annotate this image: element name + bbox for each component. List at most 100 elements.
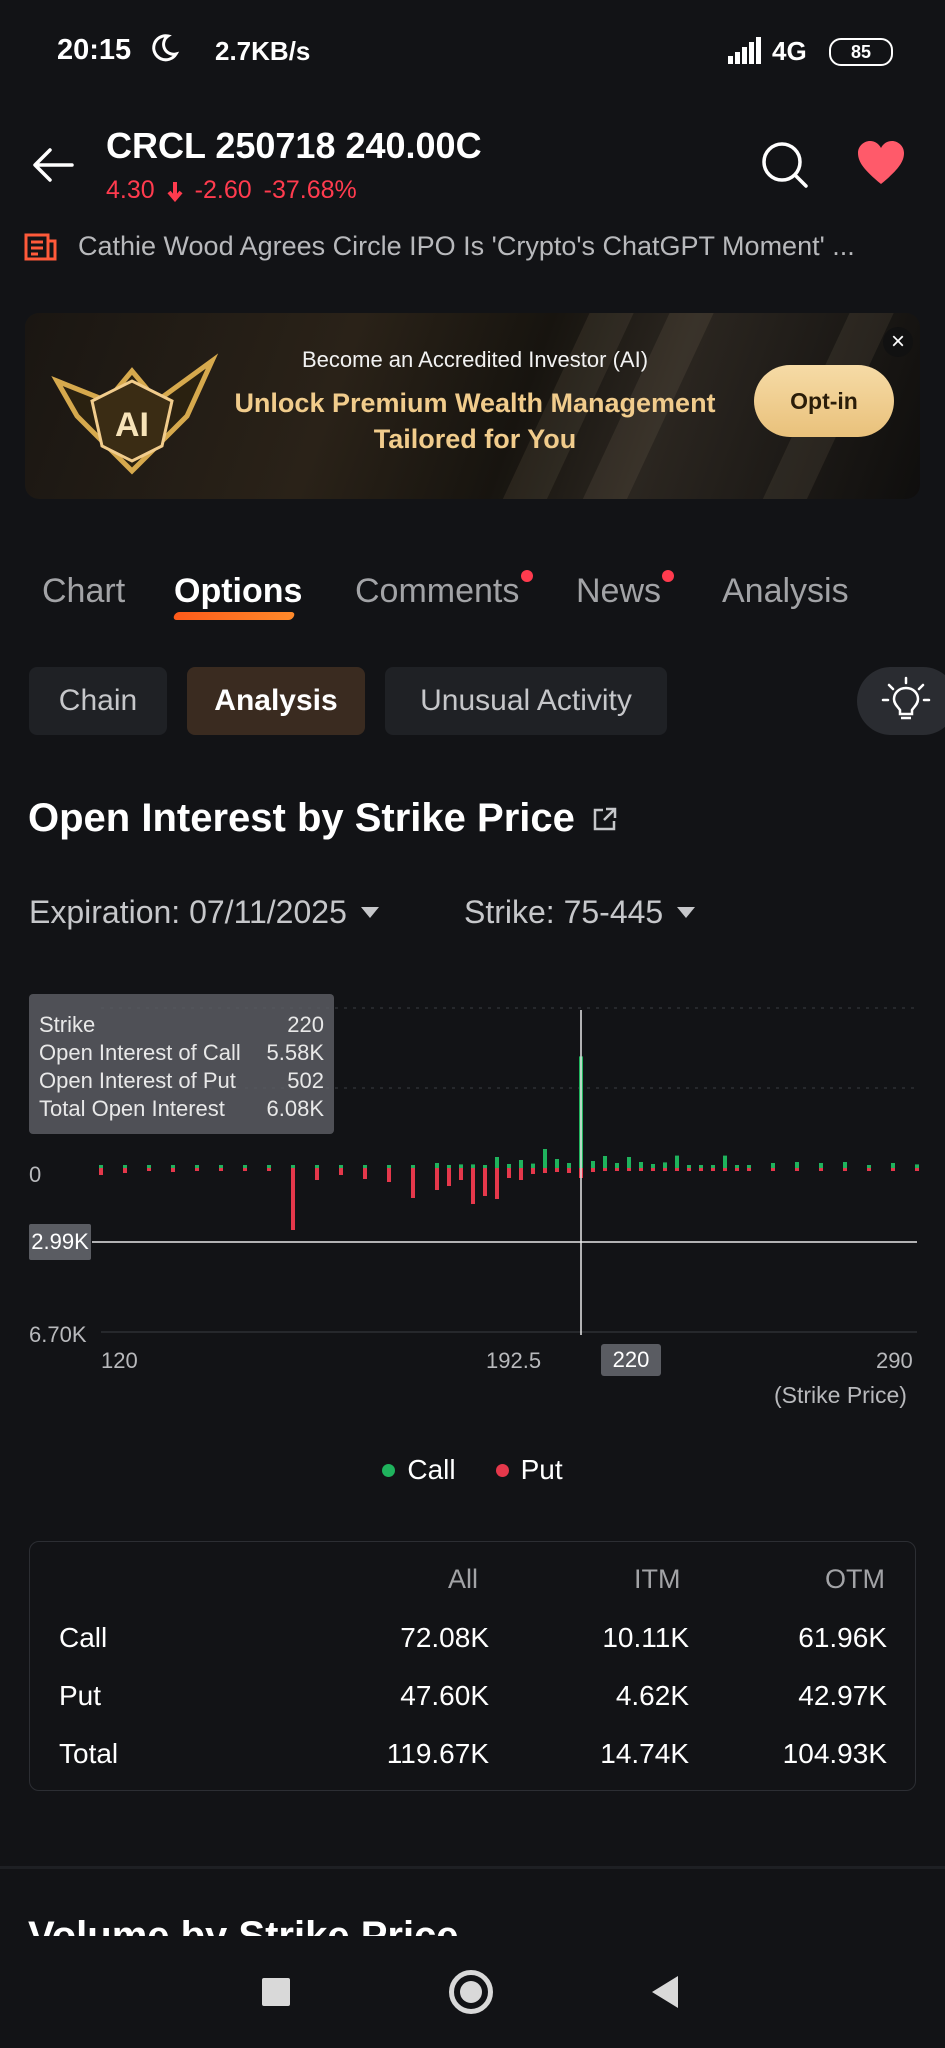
call-bar <box>123 1165 127 1168</box>
call-bar <box>735 1165 739 1168</box>
put-bar <box>195 1168 199 1171</box>
put-bar <box>891 1168 895 1171</box>
call-bar <box>915 1164 919 1168</box>
chart-tooltip: Strike 220 Open Interest of Call 5.58K Ope… <box>29 994 334 1134</box>
notification-dot <box>662 570 674 582</box>
call-bar <box>651 1164 655 1168</box>
share-icon[interactable] <box>591 805 619 833</box>
put-bar <box>915 1168 919 1171</box>
news-ticker-text: Cathie Wood Agrees Circle IPO Is 'Crypto… <box>78 230 855 261</box>
subtab-analysis[interactable]: Analysis <box>187 667 365 735</box>
network-type: 4G <box>772 36 807 66</box>
call-bar <box>747 1165 751 1168</box>
put-bar <box>771 1168 775 1171</box>
table-header-itm: ITM <box>634 1564 681 1594</box>
notification-dot <box>521 570 533 582</box>
expiration-dropdown[interactable]: Expiration: 07/11/2025 <box>29 894 379 931</box>
call-bar <box>219 1165 223 1168</box>
banner-line1: Become an Accredited Investor (AI) <box>301 347 649 372</box>
call-bar <box>819 1163 823 1168</box>
table-header-otm: OTM <box>825 1564 885 1594</box>
open-interest-chart[interactable] <box>0 990 945 1430</box>
tooltip-row: Total Open Interest 6.08K <box>39 1096 324 1122</box>
call-bar <box>339 1165 343 1168</box>
tab-comments[interactable]: Comments <box>355 570 533 611</box>
banner-headline: Unlock Premium Wealth Management Tailore… <box>225 385 725 457</box>
opt-in-button[interactable]: Opt-in <box>754 365 894 437</box>
ai-badge-logo: AI <box>51 353 219 475</box>
call-bar <box>267 1165 271 1168</box>
section-title: Open Interest by Strike Price <box>28 796 619 841</box>
put-bar <box>591 1168 595 1172</box>
price-change-pct: -37.68% <box>263 176 357 204</box>
battery-indicator: 85 <box>829 38 893 66</box>
call-bar <box>483 1165 487 1168</box>
search-icon[interactable] <box>758 138 812 192</box>
y-tick-label: 6.70K <box>29 1322 87 1347</box>
crosshair-x-label: 220 <box>601 1344 661 1376</box>
call-bar <box>699 1165 703 1168</box>
recent-apps-button[interactable] <box>262 1978 290 2006</box>
row-label: Call <box>59 1622 108 1653</box>
cell-all: 119.67K <box>386 1738 489 1769</box>
put-bar <box>555 1168 559 1172</box>
row-label: Put <box>59 1680 102 1711</box>
call-bar <box>531 1163 535 1168</box>
home-button[interactable] <box>449 1970 493 2014</box>
put-bar <box>267 1168 271 1171</box>
back-button[interactable] <box>652 1976 678 2008</box>
put-bar <box>171 1168 175 1172</box>
subtab-chain[interactable]: Chain <box>29 667 167 735</box>
back-arrow-icon[interactable] <box>28 140 78 190</box>
contract-title: CRCL 250718 240.00C <box>106 125 482 166</box>
tab-chart[interactable]: Chart <box>42 572 125 611</box>
tooltip-value: 502 <box>287 1068 324 1093</box>
put-bar <box>243 1168 247 1171</box>
call-bar <box>171 1165 175 1168</box>
news-ticker[interactable]: Cathie Wood Agrees Circle IPO Is 'Crypto… <box>24 226 924 266</box>
tooltip-row: Strike 220 <box>39 1012 324 1038</box>
insight-button[interactable] <box>857 667 945 735</box>
call-bar <box>687 1165 691 1168</box>
subtab-unusual-activity[interactable]: Unusual Activity <box>385 667 667 735</box>
call-bar <box>387 1165 391 1168</box>
legend-item-call[interactable]: Call <box>382 1450 456 1490</box>
main-tabs: Chart Options Comments News Analysis <box>0 570 945 632</box>
put-bar <box>435 1168 439 1190</box>
x-tick-label: 192.5 <box>486 1348 542 1373</box>
status-bar: 20:15 2.7KB/s 4G 85 <box>0 0 945 100</box>
legend-label: Put <box>520 1454 563 1485</box>
promo-banner[interactable]: AI Become an Accredited Investor (AI) Un… <box>25 313 920 499</box>
last-price: 4.30 <box>106 176 155 204</box>
call-bar <box>555 1159 559 1168</box>
put-bar <box>747 1168 751 1171</box>
put-bar <box>483 1168 487 1196</box>
price-quote: 4.30 -2.60 -37.68% <box>106 176 357 205</box>
legend-swatch-put <box>495 1463 509 1477</box>
put-bar <box>531 1168 535 1174</box>
put-bar <box>459 1168 463 1180</box>
favorite-heart-icon[interactable] <box>856 140 906 186</box>
call-bar <box>519 1160 523 1168</box>
tab-analysis[interactable]: Analysis <box>722 572 849 611</box>
call-bar <box>627 1157 631 1168</box>
close-icon[interactable]: × <box>883 327 913 357</box>
call-bar <box>795 1162 799 1168</box>
price-change: -2.60 <box>194 176 252 204</box>
put-bar <box>339 1168 343 1175</box>
legend-item-put[interactable]: Put <box>495 1450 563 1490</box>
call-bar <box>495 1157 499 1168</box>
put-bar <box>687 1168 691 1171</box>
put-bar <box>387 1168 391 1182</box>
banner-line2: Unlock Premium Wealth Management <box>234 388 716 418</box>
call-bar <box>867 1165 871 1168</box>
tab-news[interactable]: News <box>576 570 674 611</box>
lightbulb-icon <box>881 676 931 720</box>
strike-dropdown[interactable]: Strike: 75-445 <box>464 894 696 931</box>
call-bar <box>315 1165 319 1168</box>
call-bar <box>507 1164 511 1168</box>
tab-options[interactable]: Options <box>174 572 302 611</box>
caret-down-icon <box>360 907 379 918</box>
cell-otm: 42.97K <box>798 1680 887 1711</box>
tooltip-label: Open Interest of Put <box>39 1068 236 1093</box>
